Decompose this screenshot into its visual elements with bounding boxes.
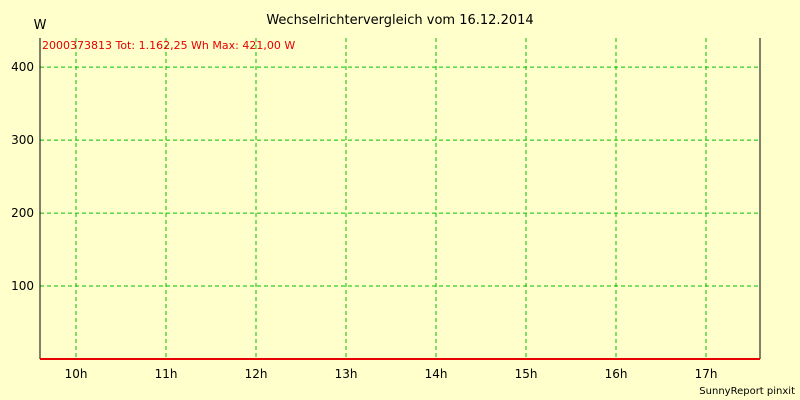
footer-credit: SunnyReport pinxit xyxy=(699,386,795,397)
x-tick-label: 11h xyxy=(155,367,178,381)
x-tick-label: 15h xyxy=(515,367,538,381)
y-tick-label: 200 xyxy=(11,206,34,220)
x-tick-label: 17h xyxy=(695,367,718,381)
legend-entry-2000373813: 2000373813 Tot: 1.162,25 Wh Max: 421,00 … xyxy=(42,39,295,52)
x-tick-label: 14h xyxy=(425,367,448,381)
x-tick-label: 10h xyxy=(65,367,88,381)
chart-title: Wechselrichtervergleich vom 16.12.2014 xyxy=(266,13,533,28)
y-tick-label: 300 xyxy=(11,133,34,147)
plot-area xyxy=(40,38,760,359)
x-tick-label: 16h xyxy=(605,367,628,381)
y-tick-label: 100 xyxy=(11,279,34,293)
y-tick-label: 400 xyxy=(11,60,34,74)
y-axis-label: W xyxy=(34,18,47,33)
x-tick-label: 13h xyxy=(335,367,358,381)
x-tick-label: 12h xyxy=(245,367,268,381)
